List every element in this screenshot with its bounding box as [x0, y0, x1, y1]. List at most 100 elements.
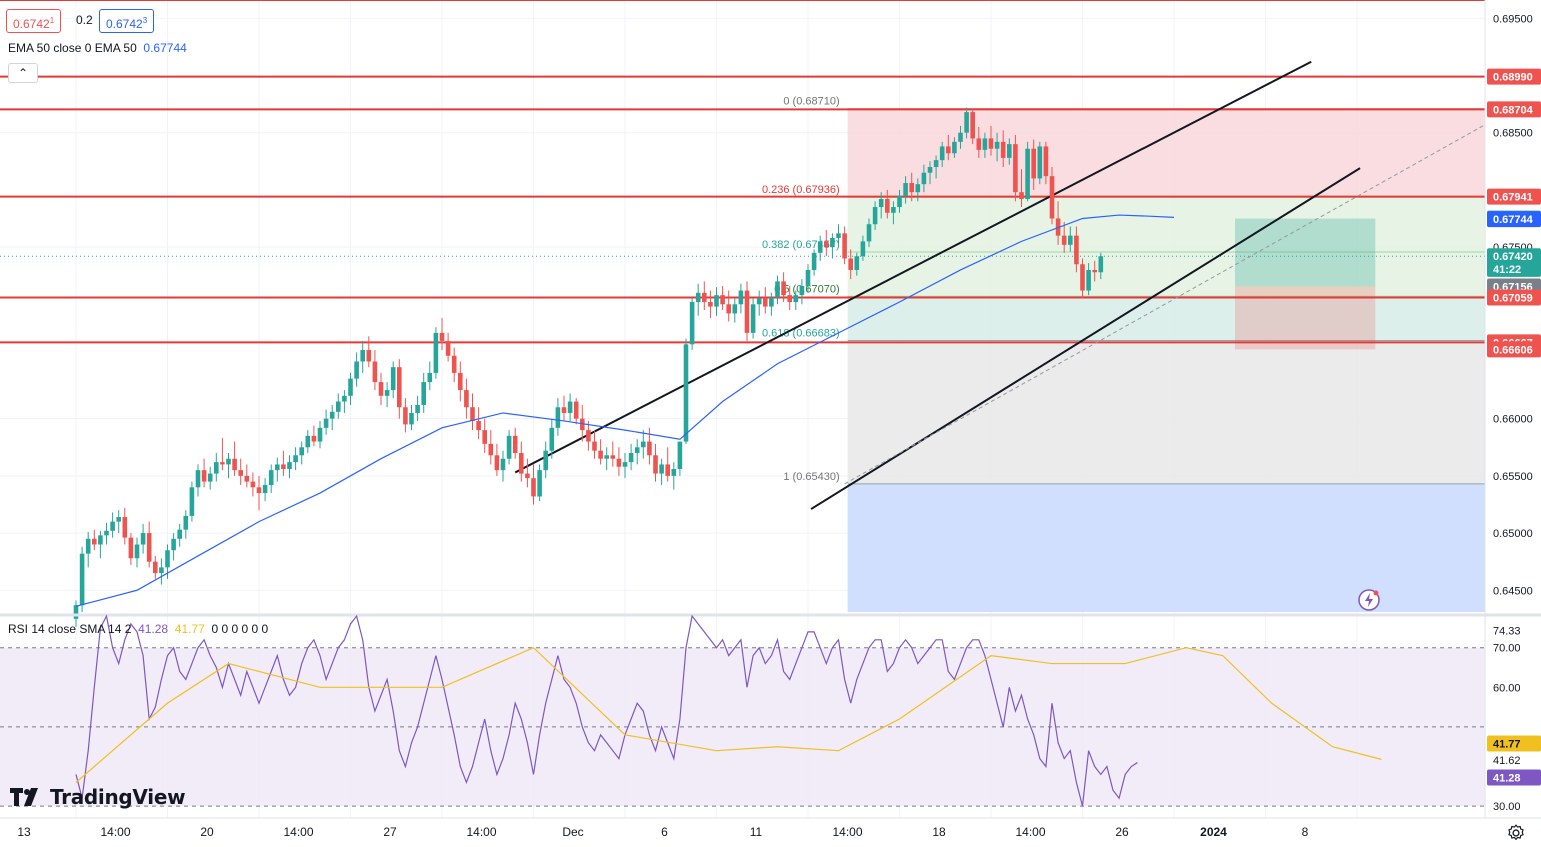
- candle-body: [616, 458, 622, 467]
- rsi-tick-label: 70.00: [1493, 643, 1521, 655]
- bid-price-digit: 1: [49, 16, 55, 25]
- candle-body: [146, 533, 152, 562]
- bid-price-box[interactable]: 0.67421: [6, 9, 62, 33]
- candle-body: [787, 295, 792, 302]
- candle-body: [1043, 146, 1049, 177]
- candle-body: [769, 297, 774, 307]
- rsi-legend[interactable]: RSI 14 close SMA 14 2 41.28 41.77 0 0 0 …: [8, 622, 268, 636]
- tradingview-logo-text: TradingView: [50, 785, 186, 809]
- target-zone: [1235, 218, 1376, 287]
- candle-body: [153, 561, 158, 574]
- time-tick-label: 14:00: [283, 825, 313, 839]
- candle-body: [433, 332, 439, 373]
- candle-body: [939, 146, 945, 161]
- candle-body: [299, 447, 304, 456]
- candle-body: [830, 237, 835, 248]
- candle-body: [275, 464, 280, 471]
- time-tick-label: 13: [17, 825, 31, 839]
- time-tick-label: 2024: [1200, 825, 1227, 839]
- ema-legend[interactable]: EMA 50 close 0 EMA 50 0.67744: [8, 41, 187, 55]
- candle-body: [1092, 269, 1097, 273]
- candle-body: [177, 529, 182, 539]
- candle-body: [708, 301, 713, 307]
- candle-body: [720, 295, 725, 305]
- candle-body: [586, 430, 591, 442]
- rsi-label: 41.28: [1493, 772, 1521, 784]
- candle-body: [1019, 192, 1024, 200]
- chevron-up-icon: ⌃: [17, 66, 29, 80]
- candle-body: [1061, 235, 1067, 245]
- candle-body: [885, 199, 890, 213]
- candle-body: [512, 435, 518, 453]
- candles: [73, 107, 1104, 627]
- collapse-legend-button[interactable]: ⌃: [8, 63, 38, 83]
- candle-body: [281, 464, 286, 470]
- fib-zone: [847, 340, 1485, 484]
- candle-body: [293, 455, 298, 463]
- candle-body: [897, 195, 902, 208]
- candle-body: [1025, 148, 1030, 200]
- candle-body: [817, 241, 823, 253]
- bolt-icon[interactable]: [1357, 588, 1381, 612]
- candle-body: [421, 382, 426, 405]
- candle-body: [171, 538, 176, 551]
- price-label: 0.66606: [1493, 344, 1533, 356]
- gear-icon[interactable]: [1506, 823, 1526, 843]
- candle-body: [1086, 269, 1091, 291]
- candle-body: [634, 447, 640, 453]
- tradingview-logo[interactable]: TradingView: [10, 784, 186, 810]
- ask-price-box[interactable]: 0.67423: [99, 9, 155, 33]
- stop-zone: [1235, 286, 1376, 350]
- candle-body: [403, 407, 408, 425]
- candle-body: [494, 455, 500, 471]
- time-tick-label: 20: [200, 825, 214, 839]
- candle-body: [683, 344, 689, 442]
- time-tick-label: 8: [1302, 825, 1309, 839]
- candle-body: [1098, 256, 1104, 273]
- candle-body: [622, 462, 628, 467]
- candle-body: [226, 458, 231, 465]
- price-label: 41:22: [1493, 264, 1521, 276]
- time-tick-label: 26: [1115, 825, 1129, 839]
- candle-body: [451, 355, 457, 373]
- candle-body: [305, 435, 311, 448]
- ask-price-digit: 3: [142, 16, 148, 25]
- candle-body: [183, 515, 189, 530]
- fib-level-label: 0.236 (0.67936): [762, 184, 840, 196]
- price-label: 0.67744: [1493, 214, 1534, 226]
- ask-price: 0.6742: [106, 17, 143, 31]
- candle-body: [689, 301, 695, 345]
- candle-body: [329, 411, 335, 419]
- trend-lines: [514, 60, 1361, 510]
- candle-body: [836, 233, 841, 238]
- price-tick-label: 0.64500: [1493, 585, 1533, 597]
- candle-body: [781, 281, 786, 296]
- candle-body: [848, 258, 853, 270]
- rsi-tick-label: 30.00: [1493, 801, 1521, 813]
- price-tick-label: 0.65500: [1493, 471, 1533, 483]
- price-tick-label: 0.66000: [1493, 414, 1533, 426]
- candle-body: [1000, 141, 1006, 158]
- fib-level-label: 0.618 (0.66683): [762, 328, 840, 340]
- candle-body: [775, 281, 780, 298]
- candle-body: [342, 395, 347, 402]
- fib-zone: [847, 252, 1485, 297]
- price-label: 0.68704: [1493, 104, 1534, 116]
- time-tick-label: 14:00: [832, 825, 862, 839]
- bid-price: 0.6742: [13, 17, 50, 31]
- fib-zone: [847, 197, 1485, 253]
- candle-body: [116, 517, 121, 522]
- candle-body: [92, 538, 97, 545]
- candle-body: [128, 537, 134, 559]
- candle-body: [860, 241, 866, 257]
- fib-level-label: 0 (0.68710): [783, 96, 839, 108]
- rsi-sma-legend-value: 41.77: [174, 622, 205, 636]
- candle-body: [360, 350, 365, 362]
- candle-body: [311, 435, 317, 442]
- price-label-box: [1487, 260, 1541, 277]
- candle-body: [317, 427, 323, 442]
- candle-body: [714, 295, 719, 307]
- candle-body: [592, 441, 597, 451]
- candle-body: [397, 367, 402, 408]
